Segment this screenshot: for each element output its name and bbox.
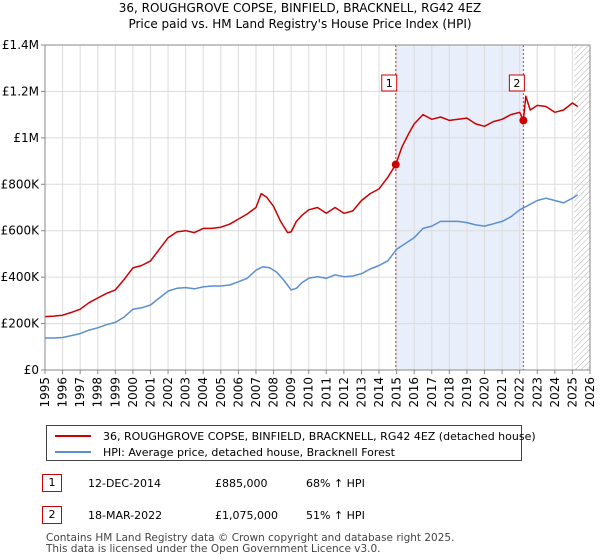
x-tick-label: 1996 xyxy=(56,377,70,408)
forecast-hatch xyxy=(574,45,590,370)
sale-point-1 xyxy=(391,160,400,169)
x-tick-label: 1997 xyxy=(73,377,87,408)
x-tick-label: 2017 xyxy=(425,377,439,408)
legend-label-property: 36, ROUGHGROVE COPSE, BINFIELD, BRACKNEL… xyxy=(103,429,536,443)
x-tick-label: 2018 xyxy=(442,377,456,408)
x-tick-label: 2019 xyxy=(460,377,474,408)
x-tick-label: 2003 xyxy=(179,377,193,408)
y-tick-label: £1.2M xyxy=(2,84,39,98)
x-tick-label: 2013 xyxy=(354,377,368,408)
x-tick-label: 2023 xyxy=(530,377,544,408)
x-tick-label: 2022 xyxy=(513,377,527,408)
sale-date: 18-MAR-2022 xyxy=(88,509,163,522)
x-tick-label: 2005 xyxy=(214,377,228,408)
x-tick-label: 1998 xyxy=(91,377,105,408)
y-tick-label: £1M xyxy=(13,131,39,145)
legend-swatch-hpi xyxy=(55,451,91,453)
x-tick-label: 2010 xyxy=(302,377,316,408)
sale-label-box-1 xyxy=(381,74,398,92)
x-tick-label: 2002 xyxy=(161,377,175,408)
x-tick-label: 2021 xyxy=(495,377,509,408)
x-tick-label: 2024 xyxy=(548,377,562,408)
chart-subtitle: Price paid vs. HM Land Registry's House … xyxy=(128,17,471,31)
hpi-line xyxy=(45,194,579,339)
x-tick-label: 2008 xyxy=(267,377,281,408)
x-tick-label: 2026 xyxy=(583,377,597,408)
legend-label-hpi: HPI: Average price, detached house, Brac… xyxy=(103,445,395,459)
x-tick-label: 2001 xyxy=(143,377,157,408)
footer: Contains HM Land Registry data © Crown c… xyxy=(46,533,454,555)
x-tick-label: 2014 xyxy=(372,377,386,408)
sale-price: £885,000 xyxy=(215,477,268,490)
legend-swatch-property xyxy=(55,435,91,437)
sale-hpi-change: 51% ↑ HPI xyxy=(306,509,365,522)
plot-frame xyxy=(44,44,591,371)
sale-label-text-2: 2 xyxy=(513,77,520,90)
y-tick-label: £400K xyxy=(1,270,41,284)
sale-label-box-2 xyxy=(508,74,525,92)
y-tick-label: £1.4M xyxy=(2,38,39,52)
x-tick-label: 2000 xyxy=(126,377,140,408)
x-tick-label: 2011 xyxy=(319,377,333,408)
legend: 36, ROUGHGROVE COPSE, BINFIELD, BRACKNEL… xyxy=(46,425,536,461)
price-chart: 36, ROUGHGROVE COPSE, BINFIELD, BRACKNEL… xyxy=(1,1,597,408)
x-tick-label: 2025 xyxy=(565,377,579,408)
y-tick-label: £200K xyxy=(1,317,41,331)
legend-item-hpi: HPI: Average price, detached house, Brac… xyxy=(55,444,395,460)
x-tick-label: 2020 xyxy=(478,377,492,408)
sale-price: £1,075,000 xyxy=(215,509,278,522)
sale-row-2: 2 18-MAR-2022 £1,075,000 51% ↑ HPI xyxy=(42,506,562,526)
sale-hpi-change: 68% ↑ HPI xyxy=(306,477,365,490)
x-tick-label: 2009 xyxy=(284,377,298,408)
x-tick-label: 2007 xyxy=(249,377,263,408)
sale-date: 12-DEC-2014 xyxy=(88,477,162,490)
y-tick-label: £0 xyxy=(24,363,39,377)
sale-marker-label: 1 xyxy=(42,474,62,492)
y-tick-label: £600K xyxy=(1,224,41,238)
footer-licence: This data is licensed under the Open Gov… xyxy=(46,543,381,555)
sale-row-1: 1 12-DEC-2014 £885,000 68% ↑ HPI xyxy=(42,474,562,494)
y-tick-label: £800K xyxy=(1,177,41,191)
sale-marker-label: 2 xyxy=(42,506,62,524)
x-tick-label: 1999 xyxy=(108,377,122,408)
sale-label-text-1: 1 xyxy=(386,77,393,90)
x-tick-label: 2004 xyxy=(196,377,210,408)
property-price-line xyxy=(45,95,579,318)
x-tick-label: 1995 xyxy=(38,377,52,408)
x-tick-label: 2016 xyxy=(407,377,421,408)
x-tick-label: 2006 xyxy=(231,377,245,408)
x-tick-label: 2012 xyxy=(337,377,351,408)
sale-point-2 xyxy=(519,116,528,125)
footer-copyright: Contains HM Land Registry data © Crown c… xyxy=(46,532,455,544)
x-tick-label: 2015 xyxy=(390,377,404,408)
chart-title: 36, ROUGHGROVE COPSE, BINFIELD, BRACKNEL… xyxy=(119,1,482,15)
ownership-shading xyxy=(395,45,524,370)
legend-item-property: 36, ROUGHGROVE COPSE, BINFIELD, BRACKNEL… xyxy=(55,428,536,444)
